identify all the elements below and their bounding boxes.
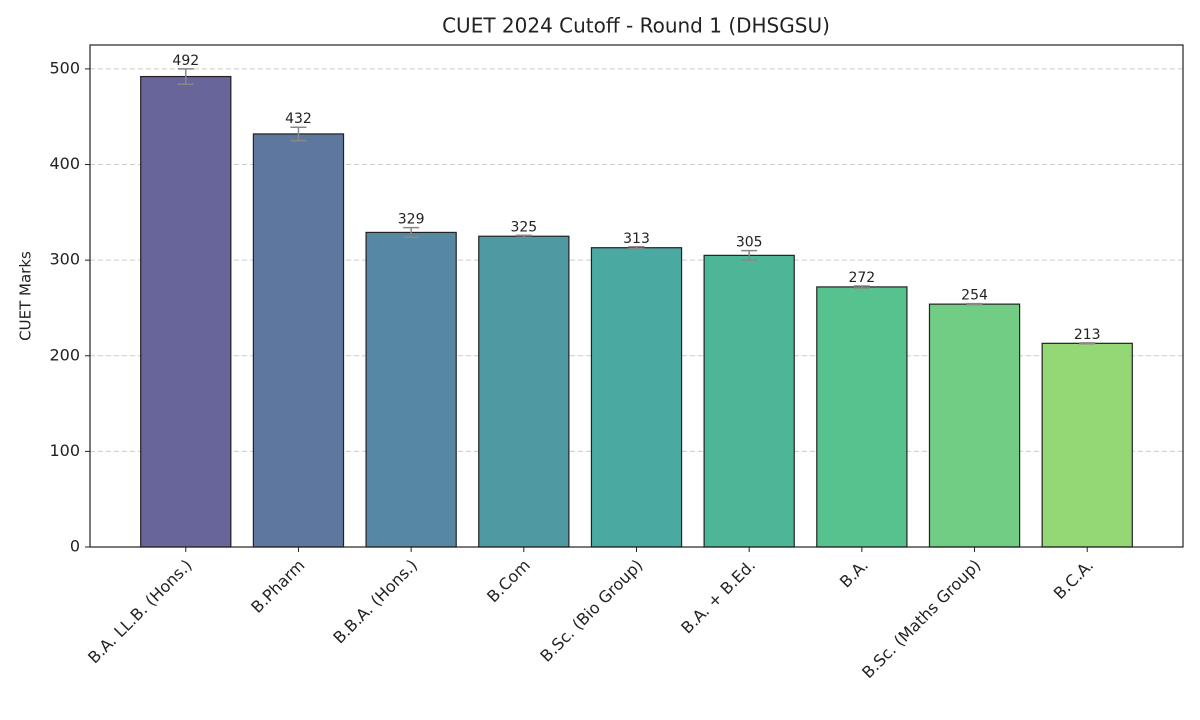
error-bar [741,249,758,261]
bar [1041,342,1133,548]
error-bar [177,68,194,85]
y-tick-label: 400 [49,154,80,173]
x-tick-label: B.A. + B.Ed. [677,556,759,638]
x-tick-label: B.Pharm [247,556,308,617]
bar [140,75,232,548]
chart-title: CUET 2024 Cutoff - Round 1 (DHSGSU) [442,14,830,38]
value-label: 213 [1074,327,1101,343]
bar [928,303,1021,548]
x-tick-label: B.Sc. (Maths Group) [858,556,984,682]
value-label: 272 [848,270,875,286]
bar [816,286,908,548]
error-bar [966,302,983,306]
x-tick-label: B.C.A. [1050,556,1097,603]
x-tick-label: B.A. LL.B. (Hons.) [84,556,196,668]
x-tick-label: B.A. [836,556,872,592]
y-axis-label: CUET Marks [17,251,35,341]
plot-frame [89,44,1184,548]
error-bar [515,234,532,238]
x-tick-label: B.B.A. (Hons.) [329,556,421,648]
bar [478,235,570,548]
y-tick-label: 200 [49,345,80,364]
bar [590,247,683,548]
y-tick-label: 500 [49,58,80,77]
value-label: 254 [961,288,988,304]
y-tick-label: 0 [70,537,80,556]
y-tick-label: 300 [49,250,80,269]
value-label: 305 [736,235,763,251]
value-label: 329 [398,212,425,228]
bar [703,254,795,548]
error-bar [628,246,645,250]
x-tick-label: B.Com [483,556,534,607]
bar [252,133,345,548]
bar [365,231,457,548]
value-label: 313 [623,231,650,247]
value-label: 432 [285,111,312,127]
error-bar [290,126,307,142]
x-tick-label: B.Sc. (Bio Group) [536,556,646,666]
value-label: 492 [172,53,199,69]
value-label: 325 [510,219,537,235]
error-bar [1079,342,1096,345]
error-bar [853,285,870,289]
error-bar [403,226,420,238]
y-tick-label: 100 [49,441,80,460]
